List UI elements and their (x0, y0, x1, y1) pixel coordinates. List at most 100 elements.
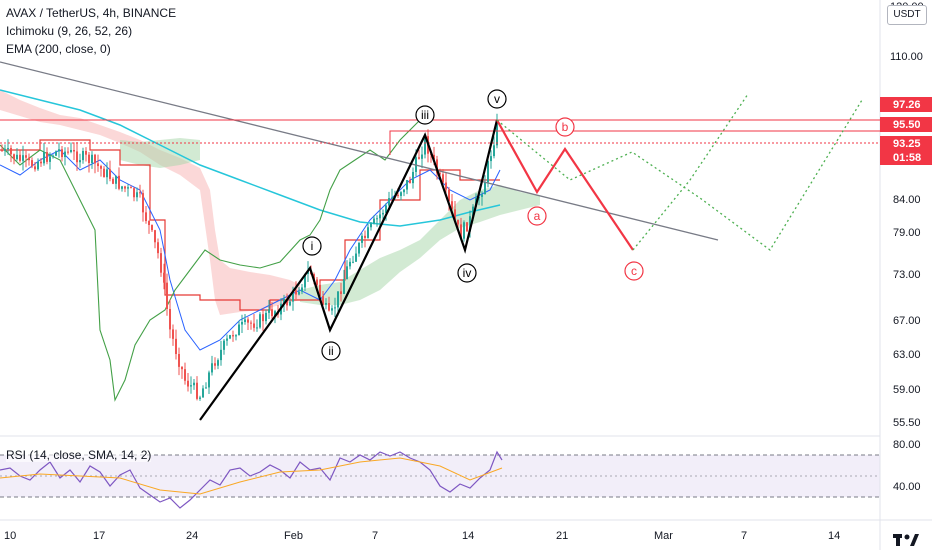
candle-body (259, 314, 261, 328)
rsi-sma-line (0, 457, 503, 495)
candle-body (352, 261, 354, 263)
candle-body (184, 369, 186, 381)
candle-body (250, 322, 252, 324)
candle-body (496, 120, 498, 146)
rsi-line (0, 450, 503, 509)
rsi-tick-80: 80.00 (893, 439, 921, 451)
candle-body (424, 136, 426, 155)
candle-body (484, 182, 486, 195)
candle-body (19, 154, 21, 161)
ichimoku-cloud-bearish (0, 90, 300, 315)
candle-body (214, 363, 216, 366)
candle-body (190, 385, 192, 387)
candle-body (286, 298, 288, 306)
candle-body (364, 235, 366, 238)
svg-text:ii: ii (328, 344, 333, 358)
wave-label-iii[interactable]: iii (415, 105, 435, 125)
candle-body (157, 242, 159, 254)
candle-body (232, 335, 234, 337)
candle-body (127, 187, 129, 189)
svg-text:v: v (494, 92, 500, 106)
time-axis[interactable]: 10 17 24 Feb 7 14 21 Mar 7 14 (4, 530, 840, 542)
candle-body (439, 173, 441, 175)
candle-body (469, 216, 471, 232)
candle-body (73, 149, 75, 152)
wave-label-a[interactable]: a (527, 206, 547, 226)
candle-body (403, 189, 405, 193)
wave-label-b[interactable]: b (555, 117, 575, 137)
candle-body (43, 152, 45, 164)
candle-body (253, 323, 255, 328)
ichimoku-indicator-label[interactable]: Ichimoku (9, 26, 52, 26) (6, 24, 133, 38)
svg-text:a: a (534, 209, 541, 223)
candle-body (37, 161, 39, 170)
badge-93-text: 93.25 (893, 138, 921, 150)
price-tick-110: 110.00 (890, 51, 923, 63)
badge-97-bg (880, 97, 932, 112)
candle-body (112, 178, 114, 184)
candle-body (175, 338, 177, 355)
wave-label-v[interactable]: v (487, 89, 507, 109)
candle-body (193, 382, 195, 386)
candle-body (289, 301, 291, 306)
candle-body (58, 149, 60, 152)
candle-body (28, 157, 30, 161)
candle-body (262, 314, 264, 322)
ema-indicator-label[interactable]: EMA (200, close, 0) (6, 42, 111, 56)
correction-wave-path[interactable] (496, 119, 634, 251)
candle-body (448, 189, 450, 202)
candle-body (106, 169, 108, 178)
time-tick-feb: Feb (284, 530, 303, 542)
kijun-line (0, 139, 500, 311)
candle-body (148, 221, 150, 226)
price-pane[interactable] (0, 0, 880, 435)
candle-body (49, 156, 51, 162)
candle-body (346, 266, 348, 279)
candle-body (301, 287, 303, 292)
candle-body (217, 360, 219, 366)
candle-body (397, 194, 399, 196)
candle-body (319, 284, 321, 296)
candle-body (472, 206, 474, 217)
candle-body (61, 149, 63, 158)
projection-path-1[interactable] (496, 99, 863, 251)
candle-body (238, 324, 240, 336)
time-tick-7b: 7 (741, 530, 747, 542)
descending-trendline[interactable] (0, 61, 719, 241)
price-tick-67: 67.00 (893, 315, 921, 327)
projection-path-2[interactable] (632, 93, 749, 251)
wave-label-c[interactable]: c (624, 261, 644, 281)
wave-label-iv[interactable]: iv (457, 263, 477, 283)
candle-body (283, 298, 285, 304)
impulse-wave-path[interactable] (199, 119, 499, 421)
candle-body (235, 335, 237, 337)
candle-body (67, 151, 69, 153)
price-tick-55: 55.50 (893, 417, 921, 429)
candle-body (46, 152, 48, 162)
candle-body (154, 230, 156, 243)
chikou-line (0, 119, 440, 402)
wave-label-ii[interactable]: ii (321, 341, 341, 361)
candle-body (124, 186, 126, 189)
candle-body (256, 327, 258, 329)
candle-body (142, 193, 144, 213)
rsi-indicator-label[interactable]: RSI (14, close, SMA, 14, 2) (6, 448, 152, 462)
currency-selector[interactable]: USDT (887, 5, 927, 25)
candle-body (316, 279, 318, 285)
resistance-line-95[interactable] (389, 130, 880, 155)
symbol-title[interactable]: AVAX / TetherUS, 4h, BINANCE (6, 6, 177, 20)
candle-body (64, 151, 66, 158)
price-tick-63: 63.00 (893, 349, 921, 361)
price-axis[interactable]: 120.00 110.00 84.00 79.00 73.00 67.00 63… (890, 1, 924, 493)
candle-body (418, 157, 420, 159)
candle-body (367, 227, 369, 238)
candle-body (376, 218, 378, 220)
candle-body (79, 160, 81, 163)
wave-label-i[interactable]: i (302, 236, 322, 256)
candle-body (292, 290, 294, 302)
candle-body (322, 295, 324, 305)
svg-text:c: c (631, 264, 637, 278)
candle-body (400, 192, 402, 196)
candle-body (361, 235, 363, 243)
